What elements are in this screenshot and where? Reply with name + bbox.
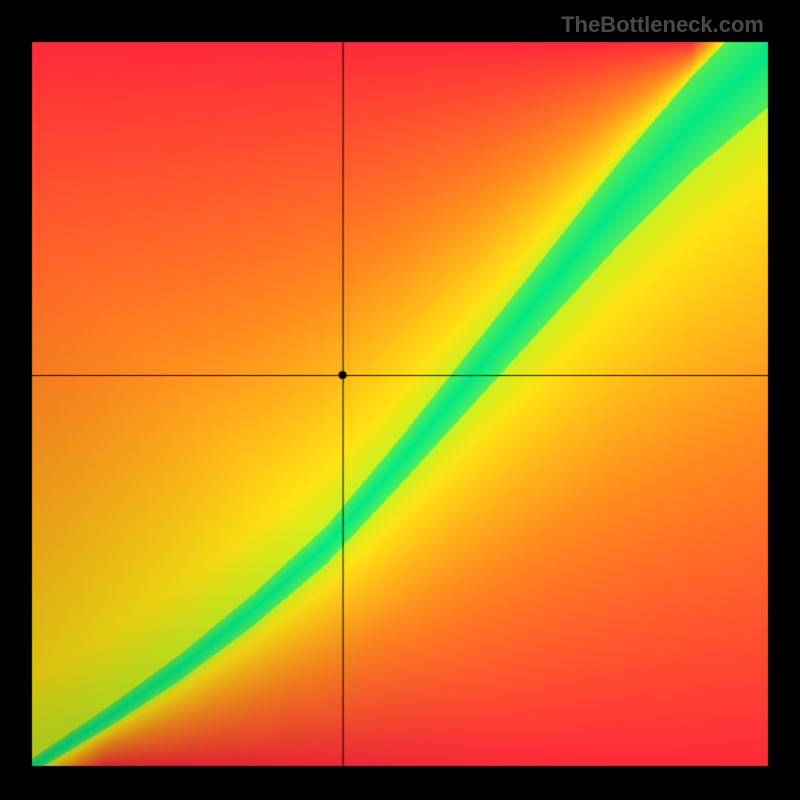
watermark-text: TheBottleneck.com: [561, 12, 764, 38]
chart-container: TheBottleneck.com: [0, 0, 800, 800]
bottleneck-heatmap: [0, 0, 800, 800]
